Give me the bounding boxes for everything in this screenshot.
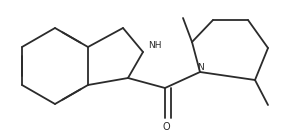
Text: NH: NH xyxy=(148,41,162,51)
Text: N: N xyxy=(197,63,203,72)
Text: O: O xyxy=(162,122,170,132)
